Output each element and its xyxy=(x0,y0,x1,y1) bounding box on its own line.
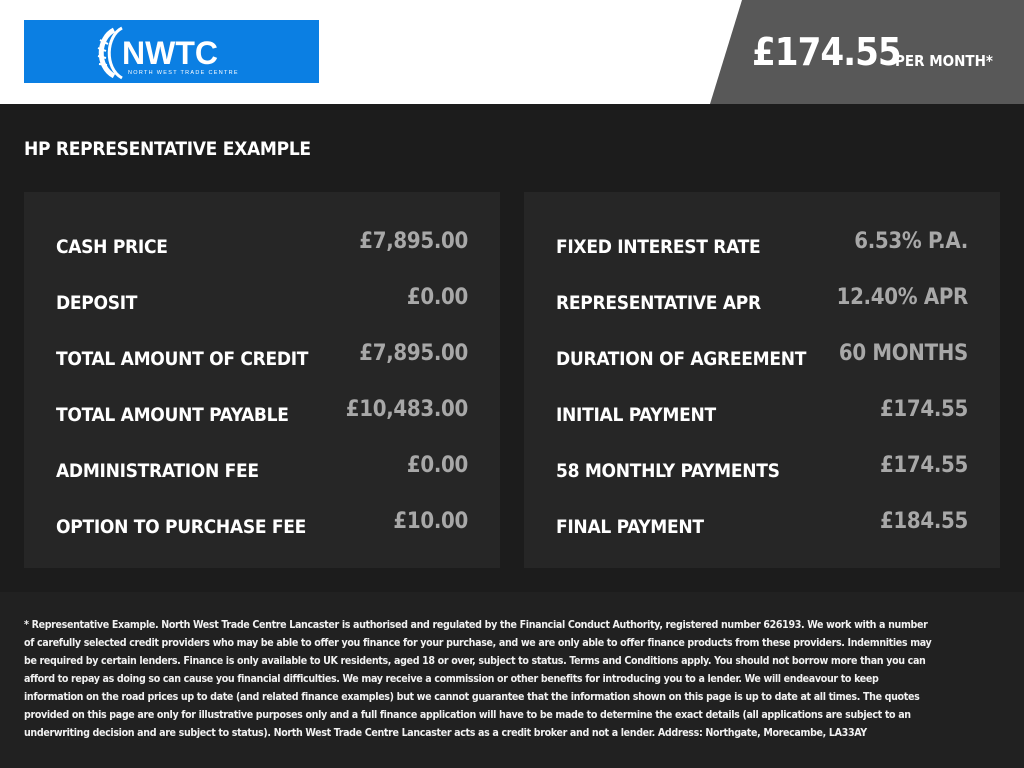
finance-row: ADMINISTRATION FEE £0.00 xyxy=(56,452,468,482)
per-month-label: PER MONTH* xyxy=(895,52,993,70)
tyre-logo-icon: NWTC NORTH WEST TRADE CENTRE xyxy=(97,26,239,79)
row-value: £7,895.00 xyxy=(359,341,468,366)
row-label: REPRESENTATIVE APR xyxy=(556,292,761,314)
row-value: £184.55 xyxy=(879,509,968,534)
header-bar: NWTC NORTH WEST TRADE CENTRE £174.55 PER… xyxy=(0,0,1024,104)
finance-row: DURATION OF AGREEMENT 60 MONTHS xyxy=(556,340,968,370)
row-label: 58 MONTHLY PAYMENTS xyxy=(556,460,780,482)
finance-row: 58 MONTHLY PAYMENTS £174.55 xyxy=(556,452,968,482)
row-label: TOTAL AMOUNT PAYABLE xyxy=(56,404,289,426)
row-value: £10.00 xyxy=(393,509,468,534)
row-value: £10,483.00 xyxy=(345,397,469,422)
right-finance-panel: FIXED INTEREST RATE 6.53% P.A. REPRESENTA… xyxy=(524,192,1000,568)
row-label: INITIAL PAYMENT xyxy=(556,404,716,426)
finance-row: OPTION TO PURCHASE FEE £10.00 xyxy=(56,508,468,538)
row-label: DEPOSIT xyxy=(56,292,138,314)
finance-row: REPRESENTATIVE APR 12.40% APR xyxy=(556,284,968,314)
left-finance-panel: CASH PRICE £7,895.00 DEPOSIT £0.00 TOTAL A… xyxy=(24,192,500,568)
finance-row: DEPOSIT £0.00 xyxy=(56,284,468,314)
row-value: 60 MONTHS xyxy=(838,341,968,366)
section-heading: HP REPRESENTATIVE EXAMPLE xyxy=(24,138,311,160)
row-value: £7,895.00 xyxy=(359,229,468,254)
finance-row: FIXED INTEREST RATE 6.53% P.A. xyxy=(556,228,968,258)
row-label: ADMINISTRATION FEE xyxy=(56,460,259,482)
row-value: 6.53% P.A. xyxy=(854,229,968,254)
finance-row: TOTAL AMOUNT OF CREDIT £7,895.00 xyxy=(56,340,468,370)
row-value: £174.55 xyxy=(879,453,968,478)
row-label: DURATION OF AGREEMENT xyxy=(556,348,807,370)
finance-row: CASH PRICE £7,895.00 xyxy=(56,228,468,258)
monthly-price: £174.55 xyxy=(752,30,902,74)
price-banner xyxy=(710,0,1024,104)
row-label: TOTAL AMOUNT OF CREDIT xyxy=(56,348,309,370)
row-value: £0.00 xyxy=(406,285,468,310)
row-value: £174.55 xyxy=(879,397,968,422)
row-label: FINAL PAYMENT xyxy=(556,516,704,538)
finance-row: TOTAL AMOUNT PAYABLE £10,483.00 xyxy=(56,396,468,426)
nwtc-logo[interactable]: NWTC NORTH WEST TRADE CENTRE xyxy=(24,20,319,83)
footer xyxy=(0,592,1024,768)
finance-row: INITIAL PAYMENT £174.55 xyxy=(556,396,968,426)
svg-text:NWTC: NWTC xyxy=(122,35,218,71)
row-label: CASH PRICE xyxy=(56,236,168,258)
finance-row: FINAL PAYMENT £184.55 xyxy=(556,508,968,538)
svg-text:NORTH WEST TRADE CENTRE: NORTH WEST TRADE CENTRE xyxy=(128,70,239,76)
row-value: £0.00 xyxy=(406,453,468,478)
row-label: FIXED INTEREST RATE xyxy=(556,236,761,258)
disclaimer-text: * Representative Example. North West Tra… xyxy=(24,619,932,739)
row-label: OPTION TO PURCHASE FEE xyxy=(56,516,307,538)
row-value: 12.40% APR xyxy=(836,285,969,310)
